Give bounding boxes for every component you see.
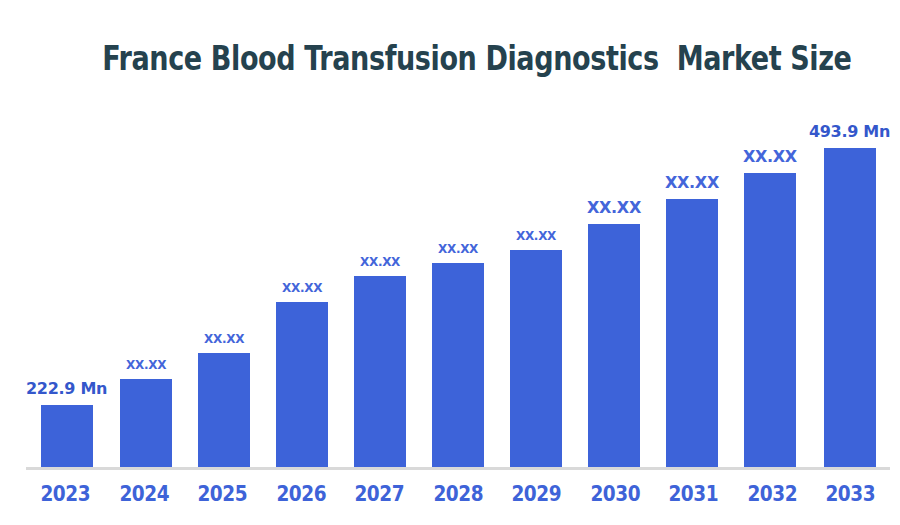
bar-value-label: 222.9 Mn [26, 379, 107, 398]
x-axis-label: 2030 [581, 482, 650, 506]
bar-value-label: XX.XX [438, 242, 478, 256]
plot-area: 222.9 Mn XX.XX XX.XX XX.XX XX.XX XX.XX XX.XX XX… [26, 100, 890, 470]
x-axis-label: 2024 [109, 482, 178, 506]
bar-column: XX.XX [497, 100, 575, 467]
bar-value-label: XX.XX [587, 198, 641, 217]
bar-column: 222.9 Mn [26, 100, 107, 467]
bar-column: XX.XX [419, 100, 497, 467]
bar-value-label: XX.XX [360, 255, 400, 269]
chart-frame: France Blood Transfusion Diagnostics Mar… [0, 0, 900, 525]
bar [41, 405, 93, 467]
x-axis-label: 2031 [659, 482, 728, 506]
x-axis-label: 2025 [188, 482, 257, 506]
x-axis-label: 2027 [345, 482, 414, 506]
bar-value-label: XX.XX [516, 229, 556, 243]
bar-column: XX.XX [107, 100, 185, 467]
bar-column: XX.XX [575, 100, 653, 467]
bar [744, 173, 796, 467]
x-axis-label: 2028 [423, 482, 492, 506]
bar-value-label: XX.XX [204, 332, 244, 346]
bar-column: XX.XX [653, 100, 731, 467]
bar-value-label: 493.9 Mn [809, 122, 890, 141]
x-axis-label: 2023 [31, 482, 100, 506]
x-axis-label: 2033 [816, 482, 885, 506]
x-axis-label: 2026 [266, 482, 335, 506]
x-axis-labels: 2023 2024 2025 2026 2027 2028 2029 2030 2031 2032… [26, 482, 890, 506]
bar [276, 302, 328, 467]
bar [120, 379, 172, 467]
bar-column: XX.XX [341, 100, 419, 467]
x-axis-label: 2029 [502, 482, 571, 506]
bar [510, 250, 562, 467]
bar-column: XX.XX [263, 100, 341, 467]
bar-value-label: XX.XX [126, 358, 166, 372]
bar [588, 224, 640, 467]
chart-title-text: France Blood Transfusion Diagnostics Mar… [103, 39, 852, 78]
bar [198, 353, 250, 467]
bar [666, 199, 718, 467]
bar-column: XX.XX [185, 100, 263, 467]
bar-column: 493.9 Mn [809, 100, 890, 467]
chart-title: France Blood Transfusion Diagnostics Mar… [0, 20, 900, 97]
bar [432, 263, 484, 467]
bar-value-label: XX.XX [282, 281, 322, 295]
bar [824, 148, 876, 467]
x-axis-label: 2032 [738, 482, 807, 506]
bar-column: XX.XX [731, 100, 809, 467]
bar [354, 276, 406, 467]
bar-value-label: XX.XX [743, 147, 797, 166]
bar-value-label: XX.XX [665, 173, 719, 192]
